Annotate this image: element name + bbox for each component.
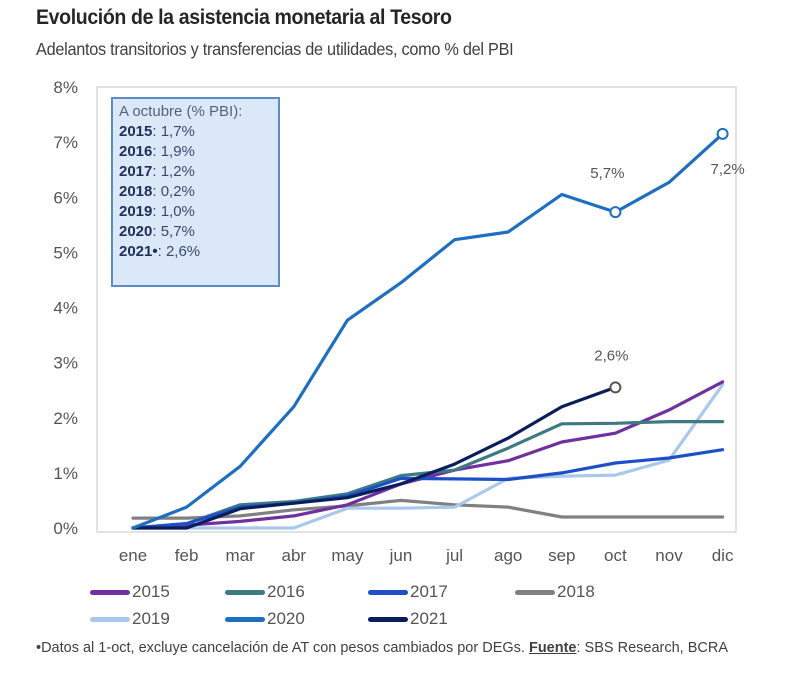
summary-row: 2020: 5,7%: [119, 222, 272, 242]
source-text: : SBS Research, BCRA: [576, 640, 729, 656]
summary-value: : 1,7%: [152, 123, 195, 140]
summary-year: 2021•: [119, 243, 158, 260]
x-tick-label: oct: [604, 546, 627, 565]
x-tick-label: may: [331, 546, 364, 565]
series-line-2021: [131, 385, 618, 530]
x-tick-label: feb: [175, 546, 199, 565]
data-label: 5,7%: [590, 165, 624, 182]
summary-value: : 1,9%: [152, 143, 195, 160]
legend-swatch: [90, 616, 130, 622]
summary-row: 2021•: 2,6%: [119, 242, 272, 262]
x-tick-label: nov: [655, 546, 683, 565]
legend-label: 2021: [410, 609, 448, 628]
y-tick-label: 5%: [53, 243, 78, 262]
summary-year: 2016: [119, 143, 153, 160]
x-tick-label: abr: [282, 546, 307, 565]
legend-item-2017: 2017: [368, 582, 448, 602]
legend-swatch: [225, 616, 265, 622]
summary-value: : 2,6%: [157, 243, 201, 260]
legend-label: 2020: [267, 609, 305, 628]
x-tick-label: ago: [494, 546, 522, 565]
legend-item-2019: 2019: [90, 609, 170, 629]
legend-label: 2017: [410, 582, 448, 601]
annotation-marker: [716, 127, 729, 140]
summary-row: 2015: 1,7%: [119, 122, 272, 142]
series-line-2017: [131, 448, 725, 530]
y-tick-label: 8%: [53, 78, 78, 97]
x-tick-label: dic: [712, 546, 734, 565]
x-tick-label: mar: [226, 546, 256, 565]
footnote: •Datos al 1-oct, excluye cancelación de …: [36, 639, 776, 658]
legend-item-2016: 2016: [225, 582, 305, 602]
summary-year: 2019: [119, 203, 153, 220]
y-tick-label: 1%: [53, 464, 78, 483]
series-line-2018: [131, 498, 725, 520]
summary-value: : 1,2%: [152, 163, 195, 180]
chart-title: Evolución de la asistencia monetaria al …: [36, 6, 452, 29]
legend-swatch: [515, 589, 555, 595]
series-lines: [131, 132, 725, 530]
legend-label: 2018: [557, 582, 595, 601]
data-label: 7,2%: [710, 161, 744, 178]
plot-frame: [96, 86, 737, 533]
footnote-text: •Datos al 1-oct, excluye cancelación de …: [36, 640, 529, 656]
summary-row: 2019: 1,0%: [119, 202, 272, 222]
annotation-marker: [609, 206, 622, 219]
legend-label: 2019: [132, 609, 170, 628]
summary-row: 2018: 0,2%: [119, 182, 272, 202]
y-tick-label: 7%: [53, 133, 78, 152]
legend-swatch: [90, 589, 130, 595]
october-summary-box: A octubre (% PBI): 2015: 1,7% 2016: 1,9%…: [111, 97, 280, 287]
x-axis: ene feb mar abr may jun jul ago sep oct nov dic: [119, 546, 734, 565]
legend-label: 2015: [132, 582, 170, 601]
summary-row: 2017: 1,2%: [119, 162, 272, 182]
y-axis: 0% 1% 2% 3% 4% 5% 6% 7% 8%: [53, 78, 78, 538]
y-tick-label: 3%: [53, 354, 78, 373]
legend-item-2020: 2020: [225, 609, 305, 629]
summary-year: 2015: [119, 123, 153, 140]
legend-item-2018: 2018: [515, 582, 595, 602]
summary-value: : 0,2%: [152, 183, 195, 200]
x-tick-label: jun: [389, 546, 413, 565]
x-tick-label: jul: [445, 546, 463, 565]
series-line-2019: [131, 383, 725, 530]
summary-year: 2017: [119, 163, 153, 180]
summary-value: : 5,7%: [152, 223, 195, 240]
x-tick-label: ene: [119, 546, 147, 565]
annotation-marker: [609, 381, 622, 394]
summary-year: 2020: [119, 223, 153, 240]
summary-heading: A octubre (% PBI):: [119, 103, 243, 120]
chart-subtitle: Adelantos transitorios y transferencias …: [36, 39, 514, 59]
y-tick-label: 0%: [53, 519, 78, 538]
x-tick-label: sep: [548, 546, 575, 565]
data-label: 2,6%: [594, 347, 628, 364]
annotations: 5,7% 7,2% 2,6%: [590, 127, 745, 394]
legend-swatch: [368, 589, 408, 595]
y-tick-label: 4%: [53, 299, 78, 318]
legend-swatch: [225, 589, 265, 595]
y-tick-label: 6%: [53, 188, 78, 207]
series-line-2015: [131, 380, 725, 530]
legend-item-2021: 2021: [368, 609, 448, 629]
legend-swatch: [368, 616, 408, 622]
y-tick-label: 2%: [53, 409, 78, 428]
legend-label: 2016: [267, 582, 305, 601]
summary-row: 2016: 1,9%: [119, 142, 272, 162]
legend-item-2015: 2015: [90, 582, 170, 602]
summary-value: : 1,0%: [152, 203, 195, 220]
series-line-2020: [131, 132, 725, 530]
summary-year: 2018: [119, 183, 153, 200]
source-label: Fuente: [528, 640, 577, 656]
